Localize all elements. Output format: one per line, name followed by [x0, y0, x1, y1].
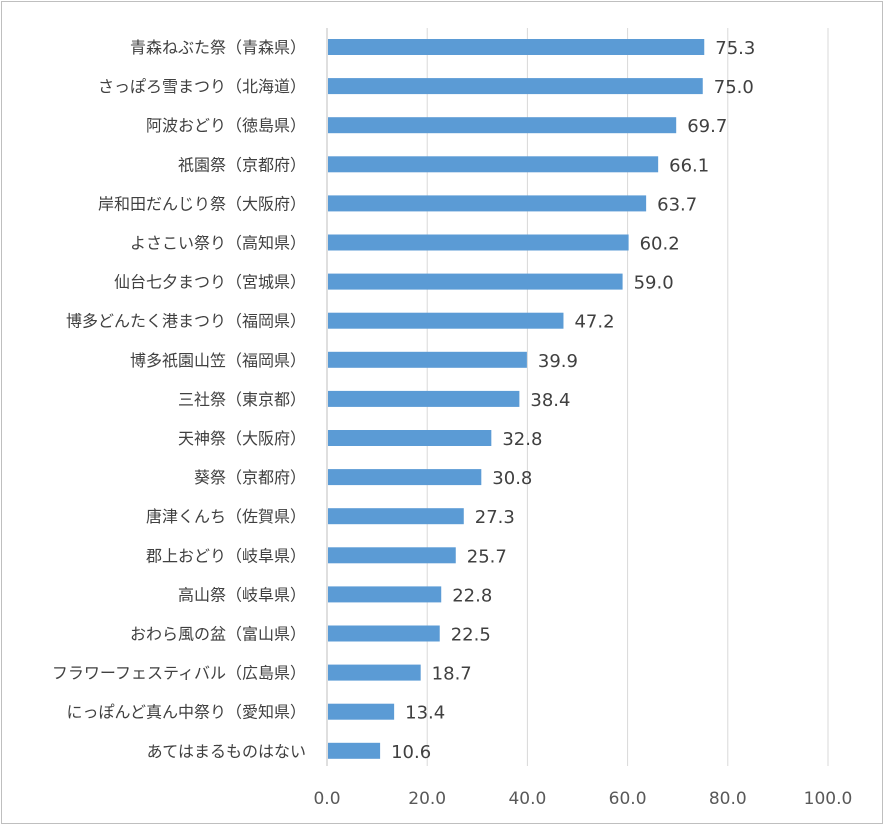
data-label: 47.2	[574, 312, 614, 333]
category-label: さっぽろ雪まつり（北海道）	[98, 77, 306, 96]
x-tick-label: 20.0	[408, 789, 446, 809]
bar	[328, 430, 492, 446]
bars	[328, 39, 705, 759]
data-label: 59.0	[634, 273, 674, 294]
category-label: 高山祭（岐阜県）	[178, 585, 306, 604]
category-label: フラワーフェスティバル（広島県）	[52, 664, 306, 683]
x-tick-label: 100.0	[804, 789, 853, 809]
data-label: 18.7	[432, 664, 472, 685]
bar	[328, 39, 705, 55]
category-label: 唐津くんち（佐賀県）	[146, 507, 306, 526]
category-label: おわら風の盆（富山県）	[130, 625, 306, 644]
category-label: 祇園祭（京都府）	[178, 155, 306, 174]
bar	[328, 195, 647, 212]
bar	[328, 469, 482, 486]
x-axis-tick-labels: 0.0 20.0 40.0 60.0 80.0 100.0	[313, 789, 852, 809]
data-label: 13.4	[405, 703, 445, 724]
bar	[328, 742, 381, 759]
bar	[328, 312, 564, 329]
bar	[328, 547, 456, 564]
bar	[328, 586, 442, 603]
bar	[328, 234, 629, 251]
data-label: 27.3	[475, 507, 515, 528]
gridlines	[326, 28, 829, 766]
category-label: 三社祭（東京都）	[178, 390, 306, 409]
category-label: 天神祭（大阪府）	[178, 429, 306, 448]
data-label: 25.7	[467, 546, 507, 567]
x-tick-label: 60.0	[609, 789, 647, 809]
bar	[328, 390, 520, 407]
x-tick-label: 40.0	[508, 789, 546, 809]
category-label: 博多どんたく港まつり（福岡県）	[66, 312, 306, 331]
data-label: 10.6	[391, 742, 431, 763]
bar	[328, 117, 677, 134]
category-labels: 青森ねぶた祭（青森県） さっぽろ雪まつり（北海道） 阿波おどり（徳島県） 祇園祭（京都…	[52, 38, 306, 761]
data-label: 39.9	[538, 351, 578, 372]
category-label: よさこい祭り（高知県）	[130, 234, 306, 253]
value-labels: 75.3 75.0 69.7 66.1 63.7 60.2 59.0 47.2 39.9 38.4…	[391, 38, 755, 763]
data-label: 60.2	[640, 234, 680, 255]
category-label: 仙台七夕まつり（宮城県）	[114, 273, 306, 292]
bar	[328, 351, 527, 368]
bar	[328, 508, 464, 525]
bar	[328, 664, 421, 681]
category-label: 青森ねぶた祭（青森県）	[130, 38, 306, 57]
category-label: 葵祭（京都府）	[194, 468, 306, 487]
category-label: 岸和田だんじり祭（大阪府）	[98, 194, 306, 213]
category-label: 博多祇園山笠（福岡県）	[130, 351, 306, 370]
bar	[328, 703, 395, 720]
data-label: 38.4	[530, 390, 570, 411]
category-label: 郡上おどり（岐阜県）	[146, 546, 306, 565]
bar	[328, 78, 703, 95]
x-tick-label: 80.0	[709, 789, 747, 809]
data-label: 30.8	[492, 468, 532, 489]
bar	[328, 156, 659, 173]
category-label: 阿波おどり（徳島県）	[146, 116, 306, 135]
data-label: 22.5	[451, 625, 491, 646]
data-label: 75.3	[715, 38, 755, 59]
data-label: 63.7	[657, 194, 697, 215]
category-label: あてはまるものはない	[147, 742, 306, 761]
data-label: 75.0	[714, 77, 754, 98]
data-label: 22.8	[452, 585, 492, 606]
bar	[328, 273, 623, 290]
x-tick-label: 0.0	[313, 789, 340, 809]
bar	[328, 625, 440, 642]
data-label: 69.7	[687, 116, 727, 137]
data-label: 32.8	[502, 429, 542, 450]
category-label: にっぽんど真ん中祭り（愛知県）	[66, 703, 306, 722]
data-label: 66.1	[669, 155, 709, 176]
